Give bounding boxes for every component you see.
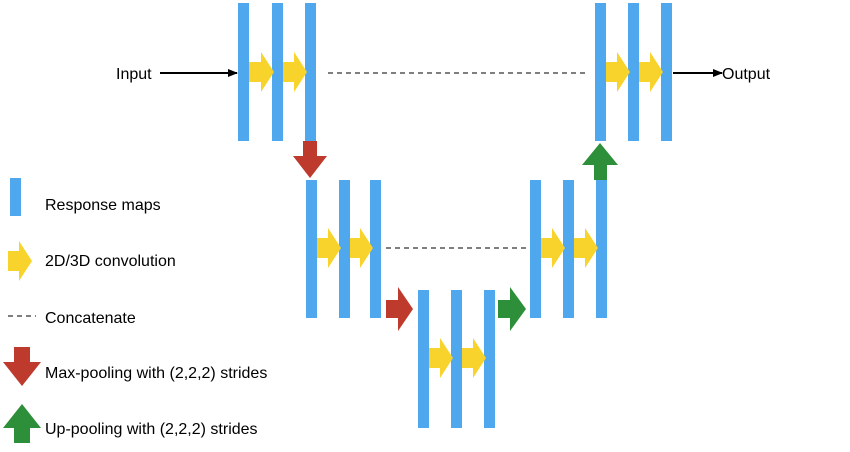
response-map [596, 180, 607, 318]
response-map [563, 180, 574, 318]
response-map [339, 180, 350, 318]
legend-label-up-pooling: Up-pooling with (2,2,2) strides [45, 421, 258, 438]
response-map [370, 180, 381, 318]
response-map [272, 3, 283, 141]
up-pooling-arrow [582, 143, 618, 180]
legend-label-max-pooling: Max-pooling with (2,2,2) strides [45, 365, 267, 382]
response-map [484, 290, 495, 428]
legend: Response maps 2D/3D convolution Concaten… [3, 178, 267, 443]
convolution-arrow [429, 338, 453, 378]
response-map-icon [10, 178, 21, 216]
convolution-arrow [350, 228, 373, 268]
bottleneck-level-3 [418, 290, 495, 428]
convolution-arrow [574, 228, 598, 268]
convolution-arrow [249, 52, 274, 92]
up-pooling-arrow-icon [3, 404, 41, 443]
response-map [238, 3, 249, 141]
convolution-arrow [639, 52, 663, 92]
up-pooling-arrow [498, 287, 526, 331]
convolution-arrow [462, 338, 486, 378]
decoder-level-2 [530, 180, 607, 318]
response-map [305, 3, 316, 141]
input-label: Input [116, 66, 152, 83]
response-map [451, 290, 462, 428]
decoder-level-1 [595, 3, 672, 141]
encoder-level-1 [238, 3, 316, 141]
response-map [306, 180, 317, 318]
response-map [530, 180, 541, 318]
response-map [418, 290, 429, 428]
legend-label-concatenate: Concatenate [45, 310, 136, 327]
convolution-arrow [541, 228, 565, 268]
legend-label-convolution: 2D/3D convolution [45, 253, 176, 270]
convolution-arrow [606, 52, 630, 92]
legend-label-response-maps: Response maps [45, 197, 161, 214]
convolution-arrow-icon [8, 241, 32, 281]
response-map [595, 3, 606, 141]
response-map [628, 3, 639, 141]
encoder-level-2 [306, 180, 381, 318]
max-pooling-arrow-icon [3, 347, 41, 386]
convolution-arrow [317, 228, 341, 268]
output-label: Output [722, 66, 771, 83]
response-map [661, 3, 672, 141]
max-pooling-arrow [386, 287, 413, 331]
convolution-arrow [283, 52, 307, 92]
max-pooling-arrow [293, 141, 327, 178]
